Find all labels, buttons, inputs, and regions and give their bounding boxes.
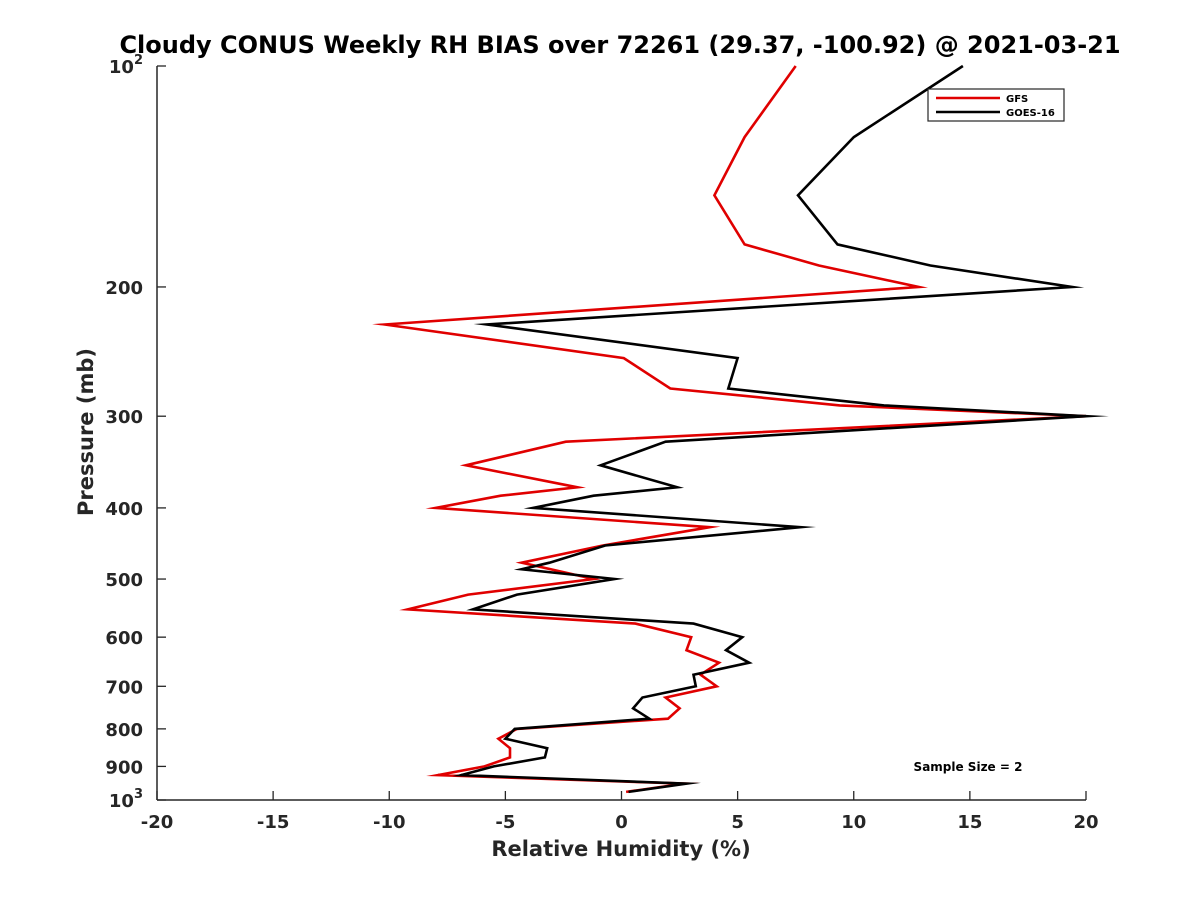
y-tick-label: 600: [105, 628, 143, 649]
x-axis-label: Relative Humidity (%): [491, 837, 750, 861]
y-tick-label: 700: [105, 677, 143, 698]
legend-box: [927, 88, 1065, 122]
x-tick-label: 20: [1073, 812, 1098, 833]
x-tick-label: 15: [957, 812, 982, 833]
x-tick-label: 5: [731, 812, 744, 833]
series-line-gfs: [372, 65, 1087, 794]
y-tick-label: 400: [105, 499, 143, 520]
y-tick-label: 800: [105, 720, 143, 741]
y-tick-label: 103: [109, 787, 143, 812]
plot-area: -20 -15 -10 -5 0 5 10 15 20 102 200 300 400 500 600 700…: [105, 53, 1109, 833]
sample-size-annotation: Sample Size = 2: [914, 760, 1023, 774]
legend-label-goes-16: GOES-16: [1006, 108, 1055, 119]
series-layer: [372, 64, 1109, 794]
x-tick-label: 10: [841, 812, 866, 833]
y-tick-label: 102: [109, 53, 143, 78]
x-tick-label: -5: [495, 812, 515, 833]
legend-label-gfs: GFS: [1006, 94, 1028, 105]
series-line-goes-16: [452, 64, 1109, 794]
y-tick-label: 300: [105, 407, 143, 428]
x-tick-label: -10: [373, 812, 406, 833]
y-axis-label: Pressure (mb): [74, 348, 98, 516]
x-tick-label: 0: [615, 812, 628, 833]
y-tick-label: 900: [105, 757, 143, 778]
y-tick-label: 200: [105, 278, 143, 299]
y-tick-label: 500: [105, 570, 143, 591]
x-tick-label: -15: [257, 812, 290, 833]
legend: GFS GOES-16: [927, 88, 1065, 122]
chart-title: Cloudy CONUS Weekly RH BIAS over 72261 (…: [119, 31, 1120, 59]
axes-layer: -20 -15 -10 -5 0 5 10 15 20 102 200 300 400 500 600 700…: [105, 53, 1098, 833]
x-tick-label: -20: [141, 812, 174, 833]
